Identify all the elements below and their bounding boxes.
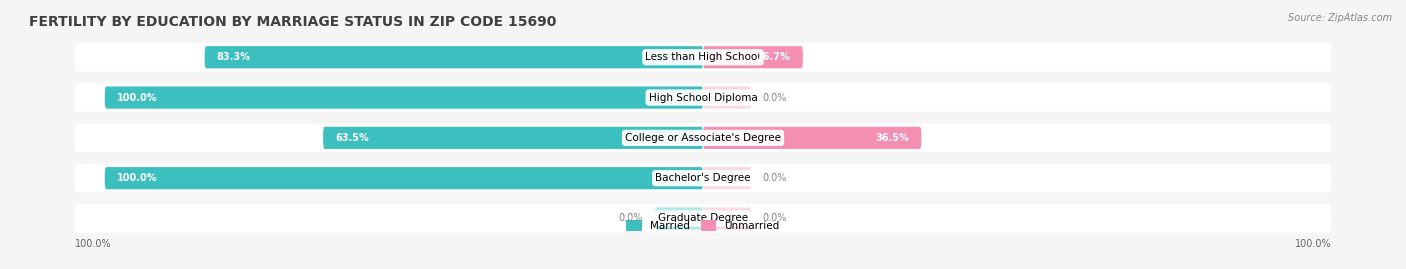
Legend: Married, Unmarried: Married, Unmarried [621, 216, 785, 235]
Text: Graduate Degree: Graduate Degree [658, 214, 748, 224]
Text: College or Associate's Degree: College or Associate's Degree [626, 133, 780, 143]
FancyBboxPatch shape [104, 167, 703, 189]
FancyBboxPatch shape [75, 204, 1331, 233]
Text: Less than High School: Less than High School [645, 52, 761, 62]
FancyBboxPatch shape [323, 127, 703, 149]
FancyBboxPatch shape [703, 46, 803, 68]
Text: 100.0%: 100.0% [75, 239, 111, 249]
FancyBboxPatch shape [703, 86, 751, 109]
FancyBboxPatch shape [703, 167, 751, 189]
FancyBboxPatch shape [75, 43, 1331, 72]
FancyBboxPatch shape [75, 164, 1331, 193]
Text: 0.0%: 0.0% [763, 173, 787, 183]
Text: Source: ZipAtlas.com: Source: ZipAtlas.com [1288, 13, 1392, 23]
Text: Bachelor's Degree: Bachelor's Degree [655, 173, 751, 183]
FancyBboxPatch shape [205, 46, 703, 68]
Text: 100.0%: 100.0% [117, 93, 157, 102]
Text: FERTILITY BY EDUCATION BY MARRIAGE STATUS IN ZIP CODE 15690: FERTILITY BY EDUCATION BY MARRIAGE STATU… [28, 15, 557, 29]
FancyBboxPatch shape [703, 207, 751, 229]
Text: 0.0%: 0.0% [763, 214, 787, 224]
Text: 83.3%: 83.3% [217, 52, 250, 62]
FancyBboxPatch shape [703, 127, 921, 149]
FancyBboxPatch shape [75, 83, 1331, 112]
FancyBboxPatch shape [75, 123, 1331, 152]
Text: 0.0%: 0.0% [619, 214, 643, 224]
Text: 16.7%: 16.7% [758, 52, 792, 62]
Text: 100.0%: 100.0% [1295, 239, 1331, 249]
Text: High School Diploma: High School Diploma [648, 93, 758, 102]
Text: 36.5%: 36.5% [876, 133, 910, 143]
Text: 0.0%: 0.0% [763, 93, 787, 102]
Text: 63.5%: 63.5% [335, 133, 368, 143]
FancyBboxPatch shape [655, 207, 703, 229]
FancyBboxPatch shape [104, 86, 703, 109]
Text: 100.0%: 100.0% [117, 173, 157, 183]
